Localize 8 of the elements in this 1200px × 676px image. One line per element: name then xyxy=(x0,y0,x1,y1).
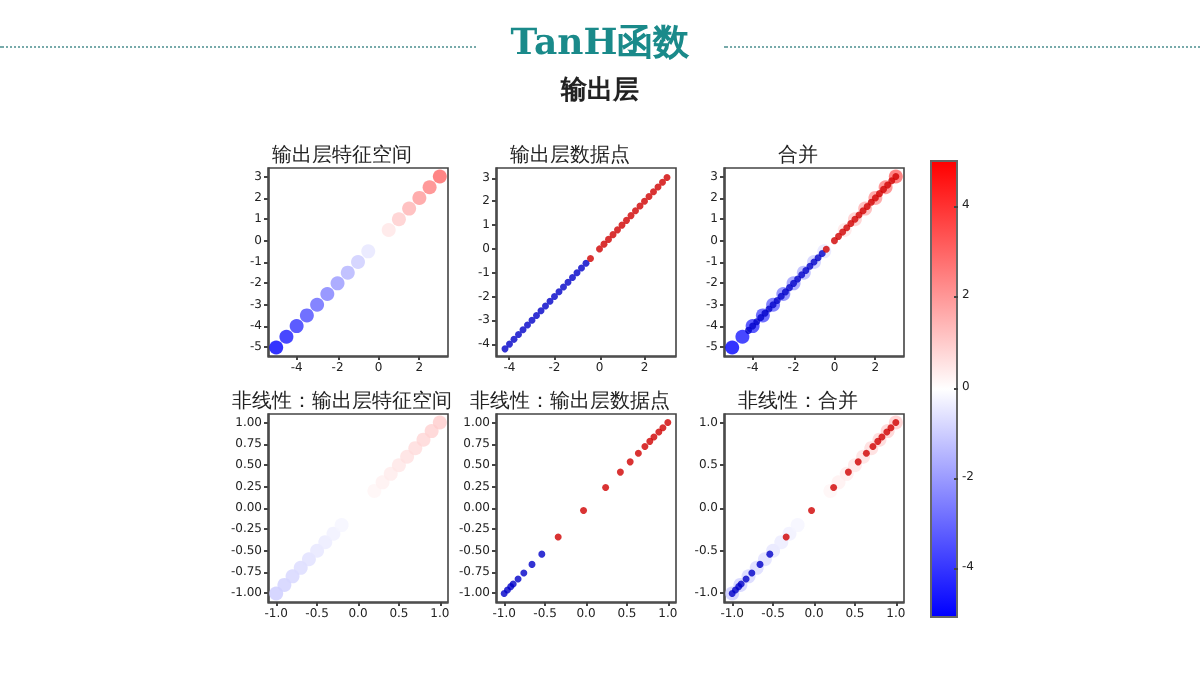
chart-title: 输出层数据点 xyxy=(510,143,630,167)
chart-title: 合并 xyxy=(778,143,818,167)
text: TanH函数 xyxy=(508,22,692,66)
text: 输出层 xyxy=(558,76,641,108)
chart-title: 非线性：合并 xyxy=(738,389,858,413)
chart-title: 非线性：输出层数据点 xyxy=(470,389,670,413)
chart-title: 输出层特征空间 xyxy=(272,143,412,167)
chart-title: 非线性：输出层特征空间 xyxy=(232,389,452,413)
